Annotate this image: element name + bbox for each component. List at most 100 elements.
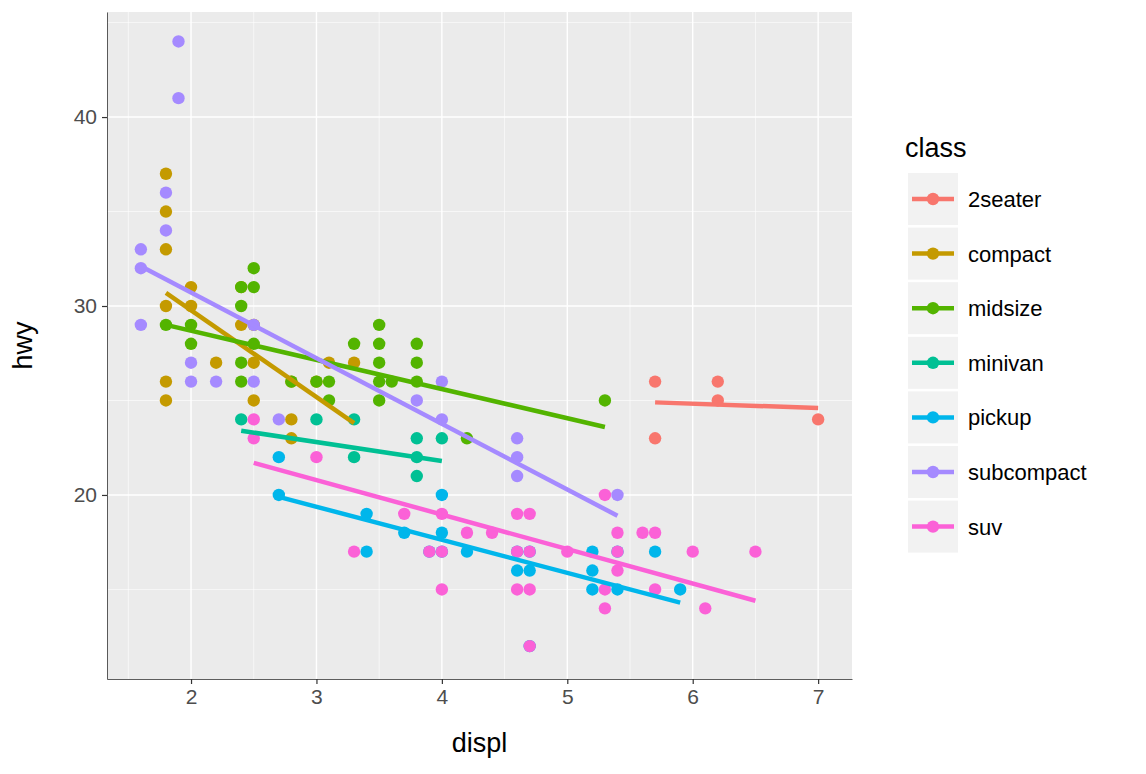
legend-label: compact (968, 242, 1051, 267)
grid-line (441, 12, 442, 679)
point (411, 356, 423, 368)
point (461, 527, 473, 539)
tick: 40 (74, 105, 107, 128)
marks (135, 35, 825, 652)
tick-mark (316, 679, 317, 684)
legend-label: midsize (968, 296, 1043, 321)
point (160, 205, 172, 217)
legend-entry: minivan (908, 337, 1044, 389)
tick-label: 30 (74, 294, 97, 317)
point (436, 545, 448, 557)
point (310, 375, 322, 387)
point-series (649, 375, 824, 444)
point (649, 375, 661, 387)
axis-line (108, 679, 853, 680)
point (523, 508, 535, 520)
tick-mark (102, 495, 107, 496)
chart: 234567203040displhwyclass2seatercompactm… (0, 0, 1146, 774)
point (511, 508, 523, 520)
fit-line (655, 402, 818, 408)
fit-line (279, 497, 680, 603)
legend-key (908, 282, 958, 334)
legend-key (908, 501, 958, 553)
legend-entry: subcompact (908, 446, 1087, 498)
tick-mark (442, 679, 443, 684)
point (373, 319, 385, 331)
point (599, 394, 611, 406)
point (235, 356, 247, 368)
x-axis-title: displ (452, 728, 508, 758)
grid-line (107, 116, 852, 117)
point (611, 545, 623, 557)
point (160, 375, 172, 387)
point (248, 262, 260, 274)
point (636, 527, 648, 539)
fit-line (141, 266, 618, 515)
point (611, 545, 623, 557)
fit-line (166, 325, 605, 427)
point (523, 583, 535, 595)
point (523, 545, 535, 557)
tick: 5 (562, 679, 574, 708)
point (273, 451, 285, 463)
legend-key-point (927, 520, 939, 532)
point (135, 319, 147, 331)
point-series (235, 413, 448, 482)
point (649, 527, 661, 539)
legend-entry: suv (908, 501, 1002, 553)
point (310, 375, 322, 387)
point (235, 300, 247, 312)
point-series (160, 262, 611, 444)
point (436, 583, 448, 595)
minor-grid-line (630, 12, 631, 679)
point (160, 394, 172, 406)
legend: class2seatercompactmidsizeminivanpickups… (905, 133, 1087, 553)
point (687, 545, 699, 557)
point (511, 564, 523, 576)
point-series (273, 451, 687, 652)
tick-mark (567, 679, 568, 684)
point (160, 186, 172, 198)
minor-grid-line (504, 12, 505, 679)
point (373, 338, 385, 350)
tick-label: 5 (562, 685, 574, 708)
y-axis: 203040 (74, 13, 108, 680)
legend-key-point (927, 466, 939, 478)
point (649, 432, 661, 444)
point (523, 640, 535, 652)
point (160, 224, 172, 236)
point (235, 375, 247, 387)
point (586, 583, 598, 595)
point (611, 489, 623, 501)
legend-entry: compact (908, 228, 1051, 280)
legend-key-point (927, 357, 939, 369)
point (649, 545, 661, 557)
minor-grid-line (107, 22, 852, 23)
point (210, 375, 222, 387)
legend-key (908, 228, 958, 280)
legend-key-point (927, 411, 939, 423)
tick-mark (102, 306, 107, 307)
axis-line (107, 13, 108, 680)
legend-key (908, 391, 958, 443)
point (411, 470, 423, 482)
point (599, 489, 611, 501)
point (285, 413, 297, 425)
point (248, 413, 260, 425)
point (323, 375, 335, 387)
minor-grid-line (107, 589, 852, 590)
point (348, 451, 360, 463)
point (135, 243, 147, 255)
point (749, 545, 761, 557)
point (373, 394, 385, 406)
point (674, 583, 686, 595)
tick-label: 6 (687, 685, 699, 708)
point (348, 545, 360, 557)
tick-mark (191, 679, 192, 684)
point (511, 432, 523, 444)
point (423, 545, 435, 557)
legend-key-point (927, 193, 939, 205)
tick: 7 (813, 679, 825, 708)
grid-line (567, 12, 568, 679)
point (523, 545, 535, 557)
